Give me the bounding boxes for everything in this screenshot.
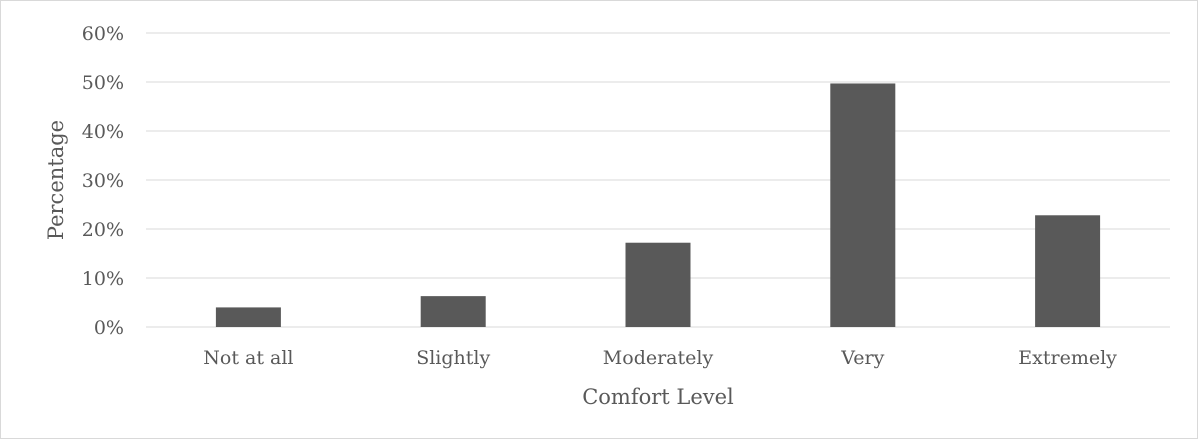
bars <box>215 83 1101 327</box>
x-tick-label: Slightly <box>416 347 490 369</box>
y-axis-tick-labels: 0% 10% 20% 30% 40% 50% 60% <box>82 23 124 339</box>
y-tick-label: 0% <box>94 317 124 339</box>
gridlines <box>146 32 1170 328</box>
y-tick-label: 20% <box>82 219 124 241</box>
x-tick-label: Extremely <box>1018 347 1117 369</box>
y-axis-title: Percentage <box>44 120 68 240</box>
x-tick-label: Moderately <box>603 347 714 369</box>
y-tick-label: 30% <box>82 170 124 192</box>
y-tick-label: 60% <box>82 23 124 45</box>
bar <box>215 307 281 327</box>
x-axis-tick-labels: Not at all Slightly Moderately Very Extremel… <box>203 347 1117 369</box>
y-tick-label: 50% <box>82 72 124 94</box>
y-tick-label: 10% <box>82 268 124 290</box>
y-tick-label: 40% <box>82 121 124 143</box>
bar <box>1035 215 1101 327</box>
bar <box>420 296 486 327</box>
x-tick-label: Very <box>840 347 884 369</box>
x-axis-title: Comfort Level <box>582 385 734 409</box>
bar <box>625 242 691 327</box>
bar <box>830 83 896 327</box>
x-tick-label: Not at all <box>203 347 293 369</box>
